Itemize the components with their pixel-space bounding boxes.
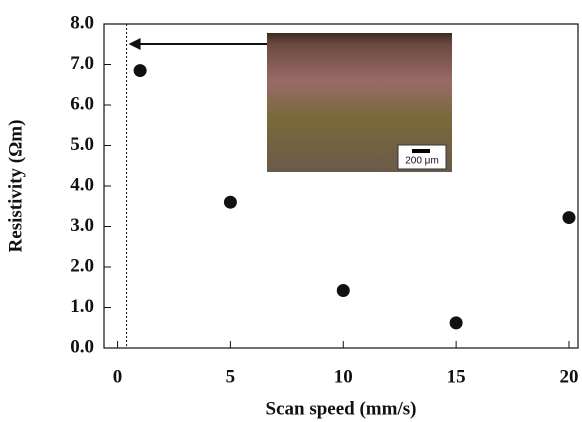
point [223, 195, 237, 209]
y-tick-label: 2.0 [70, 255, 94, 276]
arrow-head [128, 38, 141, 50]
scale-label: 200 μm [405, 156, 439, 167]
y-tick-label: 8.0 [70, 12, 94, 33]
inset-photo: 200 μm [267, 33, 452, 172]
x-tick-label: 20 [559, 366, 578, 387]
y-tick-label: 1.0 [70, 296, 94, 317]
point [449, 316, 463, 330]
y-tick-label: 7.0 [70, 53, 94, 74]
y-tick-label: 6.0 [70, 93, 94, 114]
y-axis-label: Resistivity (Ωm) [5, 120, 26, 253]
y-tick-label: 3.0 [70, 215, 94, 236]
x-tick-label: 0 [113, 366, 123, 387]
y-tick-label: 5.0 [70, 134, 94, 155]
y-tick-label: 0.0 [70, 336, 94, 357]
x-axis-label: Scan speed (mm/s) [266, 398, 417, 419]
y-tick-label: 4.0 [70, 174, 94, 195]
point [133, 64, 147, 78]
x-tick-label: 5 [226, 366, 236, 387]
x-tick-label: 15 [447, 366, 466, 387]
point [562, 211, 576, 225]
point [336, 283, 350, 297]
x-tick-label: 10 [334, 366, 353, 387]
